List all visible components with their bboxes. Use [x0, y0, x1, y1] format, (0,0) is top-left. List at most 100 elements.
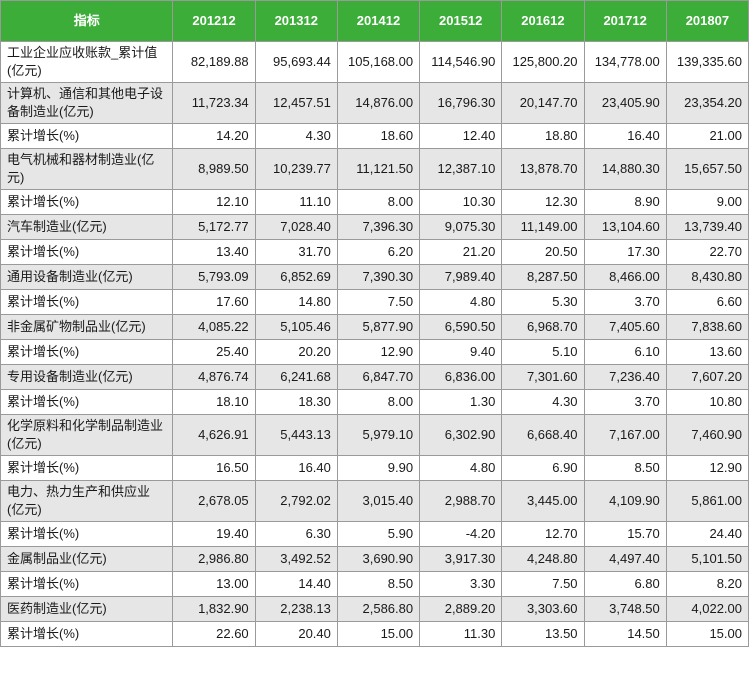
cell-value: 21.00 [665, 123, 750, 149]
cell-value: 2,986.80 [172, 546, 256, 572]
table-row: 累计增长(%) 22.60 20.40 15.00 11.30 13.50 14.50 15.… [0, 621, 750, 647]
table-row: 累计增长(%) 17.60 14.80 7.50 4.80 5.30 3.70 6.60 [0, 289, 750, 315]
cell-value: 15.00 [665, 621, 750, 647]
cell-value: 8.50 [583, 455, 667, 481]
cell-value: 12,387.10 [419, 148, 503, 190]
table-row: 专用设备制造业(亿元) 4,876.74 6,241.68 6,847.70 6,836… [0, 364, 750, 390]
table-row: 计算机、通信和其他电子设备制造业(亿元) 11,723.34 12,457.51 14… [0, 82, 750, 124]
cell-value: 12.30 [501, 189, 585, 215]
cell-value: 6.10 [583, 339, 667, 365]
cell-value: 20,147.70 [501, 82, 585, 124]
cell-value: 95,693.44 [254, 41, 338, 83]
cell-value: 7,405.60 [583, 314, 667, 340]
cell-value: 8,989.50 [172, 148, 256, 190]
industry-receivables-table: 指标 201212 201312 201412 201512 201612 201712 20… [0, 0, 750, 647]
cell-value: 19.40 [172, 521, 256, 547]
header-period: 201712 [583, 0, 667, 42]
cell-value: 14.20 [172, 123, 256, 149]
cell-value: 6.60 [665, 289, 750, 315]
cell-value: 13.60 [665, 339, 750, 365]
cell-value: 2,586.80 [336, 596, 421, 622]
cell-value: 14.80 [254, 289, 338, 315]
cell-value: 139,335.60 [665, 41, 750, 83]
cell-value: 21.20 [419, 239, 503, 265]
cell-value: 5.90 [336, 521, 421, 547]
cell-value: 10,239.77 [254, 148, 338, 190]
cell-value: 16.40 [583, 123, 667, 149]
cell-value: 6.90 [501, 455, 585, 481]
cell-value: 5,172.77 [172, 214, 256, 240]
cell-value: 8.90 [583, 189, 667, 215]
cell-value: 3,917.30 [419, 546, 503, 572]
cell-value: 11.10 [254, 189, 338, 215]
cell-value: 6.30 [254, 521, 338, 547]
cell-value: 4,626.91 [172, 414, 256, 456]
table-row: 非金属矿物制品业(亿元) 4,085.22 5,105.46 5,877.90 6,59… [0, 314, 750, 340]
cell-value: 4,497.40 [583, 546, 667, 572]
header-period: 201512 [419, 0, 503, 42]
cell-value: 3,492.52 [254, 546, 338, 572]
cell-value: 125,800.20 [501, 41, 585, 83]
cell-value: 5,793.09 [172, 264, 256, 290]
cell-value: 6,968.70 [501, 314, 585, 340]
header-period: 201412 [336, 0, 421, 42]
table-row: 累计增长(%) 18.10 18.30 8.00 1.30 4.30 3.70 10.80 [0, 389, 750, 415]
cell-value: 13,878.70 [501, 148, 585, 190]
cell-value: 7,028.40 [254, 214, 338, 240]
cell-value: 3,445.00 [501, 480, 585, 522]
cell-value: 25.40 [172, 339, 256, 365]
table-row: 医药制造业(亿元) 1,832.90 2,238.13 2,586.80 2,889.2… [0, 596, 750, 622]
cell-value: 7.50 [501, 571, 585, 597]
row-label: 累计增长(%) [0, 621, 174, 647]
cell-value: 8.00 [336, 189, 421, 215]
cell-value: 15.00 [336, 621, 421, 647]
cell-value: 4,085.22 [172, 314, 256, 340]
cell-value: 11,149.00 [501, 214, 585, 240]
cell-value: 5,105.46 [254, 314, 338, 340]
cell-value: 13.40 [172, 239, 256, 265]
cell-value: 7,460.90 [665, 414, 750, 456]
cell-value: 14.40 [254, 571, 338, 597]
header-period: 201807 [665, 0, 750, 42]
cell-value: 15.70 [583, 521, 667, 547]
cell-value: 24.40 [665, 521, 750, 547]
row-label: 金属制品业(亿元) [0, 546, 174, 572]
row-label: 电气机械和器材制造业(亿元) [0, 148, 174, 190]
cell-value: 18.10 [172, 389, 256, 415]
cell-value: 5.30 [501, 289, 585, 315]
cell-value: 5,443.13 [254, 414, 338, 456]
cell-value: 7,989.40 [419, 264, 503, 290]
cell-value: 2,792.02 [254, 480, 338, 522]
cell-value: 7,167.00 [583, 414, 667, 456]
table-row: 累计增长(%) 19.40 6.30 5.90 -4.20 12.70 15.70 24.40 [0, 521, 750, 547]
cell-value: 114,546.90 [419, 41, 503, 83]
cell-value: 12.40 [419, 123, 503, 149]
row-label: 累计增长(%) [0, 455, 174, 481]
cell-value: 1.30 [419, 389, 503, 415]
cell-value: 13.00 [172, 571, 256, 597]
cell-value: 8,287.50 [501, 264, 585, 290]
cell-value: 16.50 [172, 455, 256, 481]
cell-value: 9.40 [419, 339, 503, 365]
cell-value: 105,168.00 [336, 41, 421, 83]
cell-value: 31.70 [254, 239, 338, 265]
cell-value: -4.20 [419, 521, 503, 547]
cell-value: 9.00 [665, 189, 750, 215]
cell-value: 8.00 [336, 389, 421, 415]
table-row: 汽车制造业(亿元) 5,172.77 7,028.40 7,396.30 9,075.3… [0, 214, 750, 240]
cell-value: 6,241.68 [254, 364, 338, 390]
cell-value: 7.50 [336, 289, 421, 315]
cell-value: 18.80 [501, 123, 585, 149]
cell-value: 20.20 [254, 339, 338, 365]
cell-value: 7,390.30 [336, 264, 421, 290]
cell-value: 134,778.00 [583, 41, 667, 83]
cell-value: 8,466.00 [583, 264, 667, 290]
cell-value: 5.10 [501, 339, 585, 365]
cell-value: 2,889.20 [419, 596, 503, 622]
table-row: 累计增长(%) 25.40 20.20 12.90 9.40 5.10 6.10 13.60 [0, 339, 750, 365]
cell-value: 14,880.30 [583, 148, 667, 190]
cell-value: 2,238.13 [254, 596, 338, 622]
cell-value: 8.20 [665, 571, 750, 597]
cell-value: 18.60 [336, 123, 421, 149]
